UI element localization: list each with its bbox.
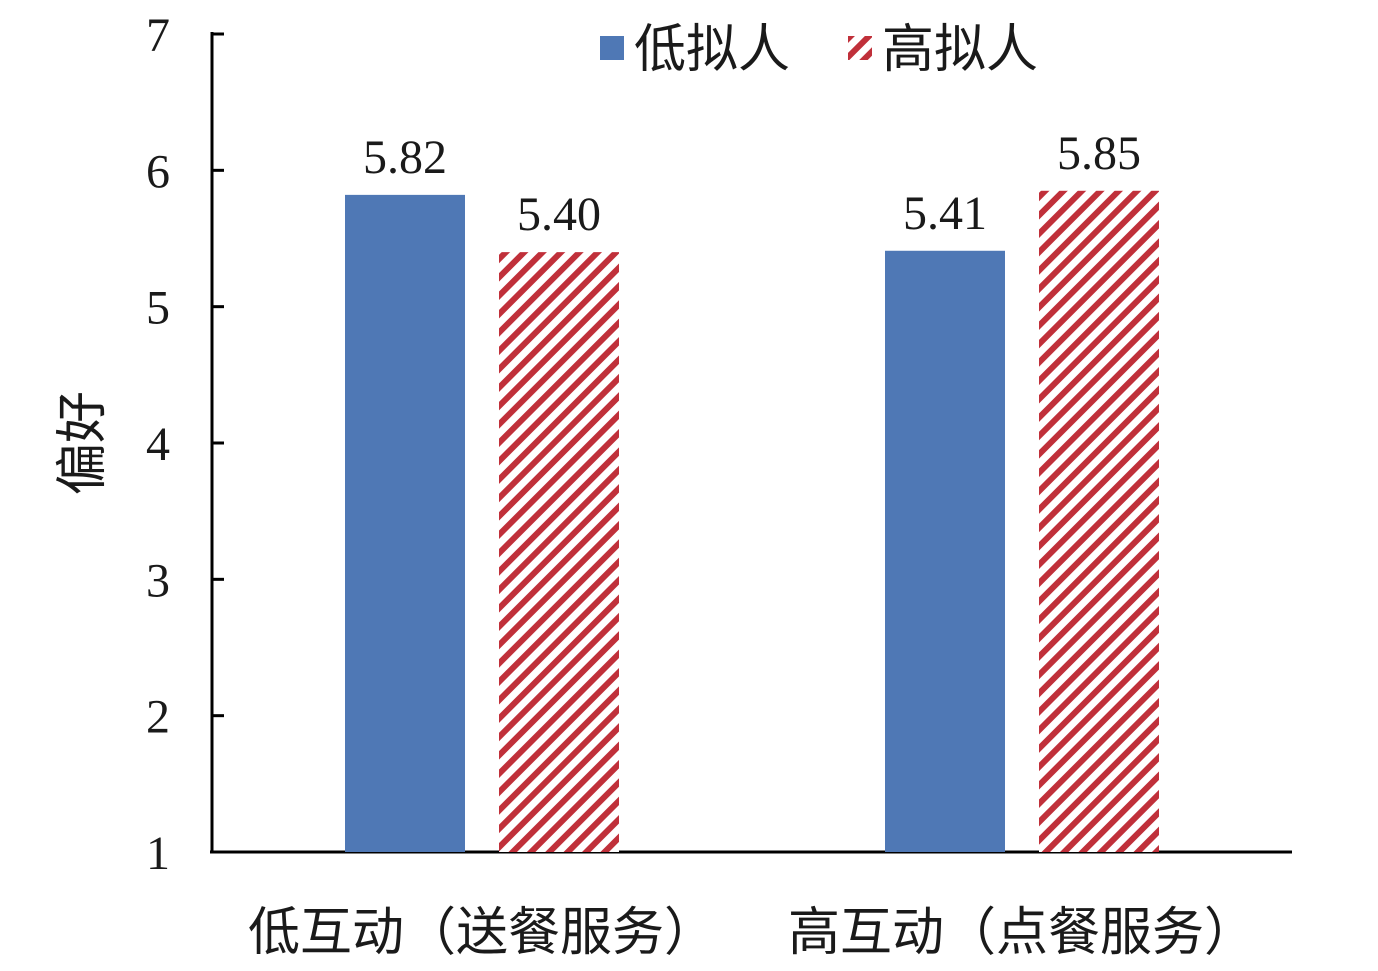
data-label: 5.82 — [363, 131, 447, 184]
legend-swatch — [848, 36, 872, 60]
category-label: 低互动（送餐服务） — [248, 903, 716, 963]
bar — [885, 250, 1005, 852]
y-tick-label: 6 — [146, 145, 170, 198]
bar — [345, 194, 465, 852]
bar — [499, 252, 619, 853]
data-label: 5.41 — [903, 187, 987, 240]
category-label: 高互动（点餐服务） — [788, 903, 1256, 963]
bar — [1039, 190, 1159, 853]
data-label: 5.85 — [1057, 127, 1141, 180]
y-tick-label: 3 — [146, 554, 170, 607]
y-tick-label: 1 — [146, 827, 170, 880]
legend-label: 低拟人 — [634, 20, 790, 80]
y-tick-label: 7 — [146, 9, 170, 62]
y-axis-title: 偏好 — [53, 391, 113, 495]
y-tick-label: 2 — [146, 691, 170, 744]
data-label: 5.40 — [517, 188, 601, 241]
legend-swatch — [600, 36, 624, 60]
legend-label: 高拟人 — [882, 20, 1038, 80]
legend: 低拟人 高拟人 — [600, 20, 1038, 80]
y-tick-label: 5 — [146, 282, 170, 335]
y-tick-label: 4 — [146, 418, 170, 471]
